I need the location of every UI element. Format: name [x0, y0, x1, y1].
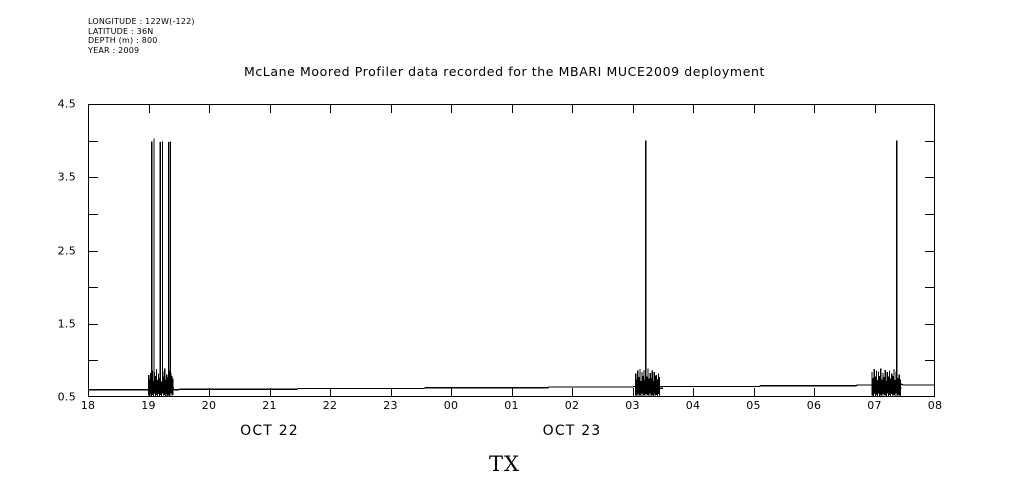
day-labels: OCT 22 OCT 23	[0, 423, 1009, 445]
day-label: OCT 22	[240, 423, 299, 439]
x-tick-label: 00	[443, 399, 459, 412]
plot-svg	[88, 104, 935, 397]
x-tick-label: 23	[383, 399, 398, 412]
y-tick-label: 3.5	[57, 170, 76, 184]
y-tick-label: 0.5	[57, 390, 76, 404]
x-tick-label: 08	[927, 399, 943, 412]
x-tick-label: 21	[262, 399, 277, 412]
x-tick-label: 01	[504, 399, 519, 412]
x-axis-tick-labels: 18 19 20 21 22 23 00 01 02 03 04 05 06 07 08	[0, 399, 1009, 419]
x-tick-label: 06	[806, 399, 822, 412]
metadata-year: YEAR : 2009	[88, 45, 140, 55]
y-tick-label: 1.5	[57, 317, 76, 331]
x-tick-label: 18	[80, 399, 96, 412]
x-tick-label: 07	[867, 399, 882, 412]
x-tick-label: 02	[564, 399, 580, 412]
axis-title: TX	[489, 452, 520, 476]
plot-frame	[88, 104, 935, 397]
y-axis-tick-labels: 0.5 1.5 2.5 3.5 4.5	[0, 98, 88, 404]
x-tick-marks	[148, 104, 877, 397]
burst-group	[635, 140, 663, 397]
x-tick-label: 03	[625, 399, 640, 412]
x-tick-label: 04	[685, 399, 701, 412]
x-tick-label: 19	[141, 399, 156, 412]
y-tick-label: 2.5	[57, 244, 76, 257]
plot-area	[88, 104, 935, 397]
burst-group	[148, 138, 174, 397]
y-tick-label: 4.5	[57, 97, 76, 111]
baseline-trace	[88, 383, 935, 391]
x-tick-label: 05	[746, 399, 761, 412]
x-tick-label: 22	[322, 399, 338, 412]
day-label: OCT 23	[542, 423, 602, 439]
x-tick-label: 20	[201, 399, 217, 412]
metadata-latitude: LATITUDE : 36N	[88, 26, 154, 36]
chart-title: McLane Moored Profiler data recorded for…	[243, 64, 766, 79]
burst-group	[871, 140, 902, 397]
metadata-longitude: LONGITUDE : 122W(-122)	[88, 17, 195, 26]
metadata-block: LONGITUDE : 122W(-122) LATITUDE : 36N DE…	[88, 17, 195, 55]
metadata-depth: DEPTH (m) : 800	[88, 36, 158, 46]
y-tick-marks	[88, 140, 935, 362]
